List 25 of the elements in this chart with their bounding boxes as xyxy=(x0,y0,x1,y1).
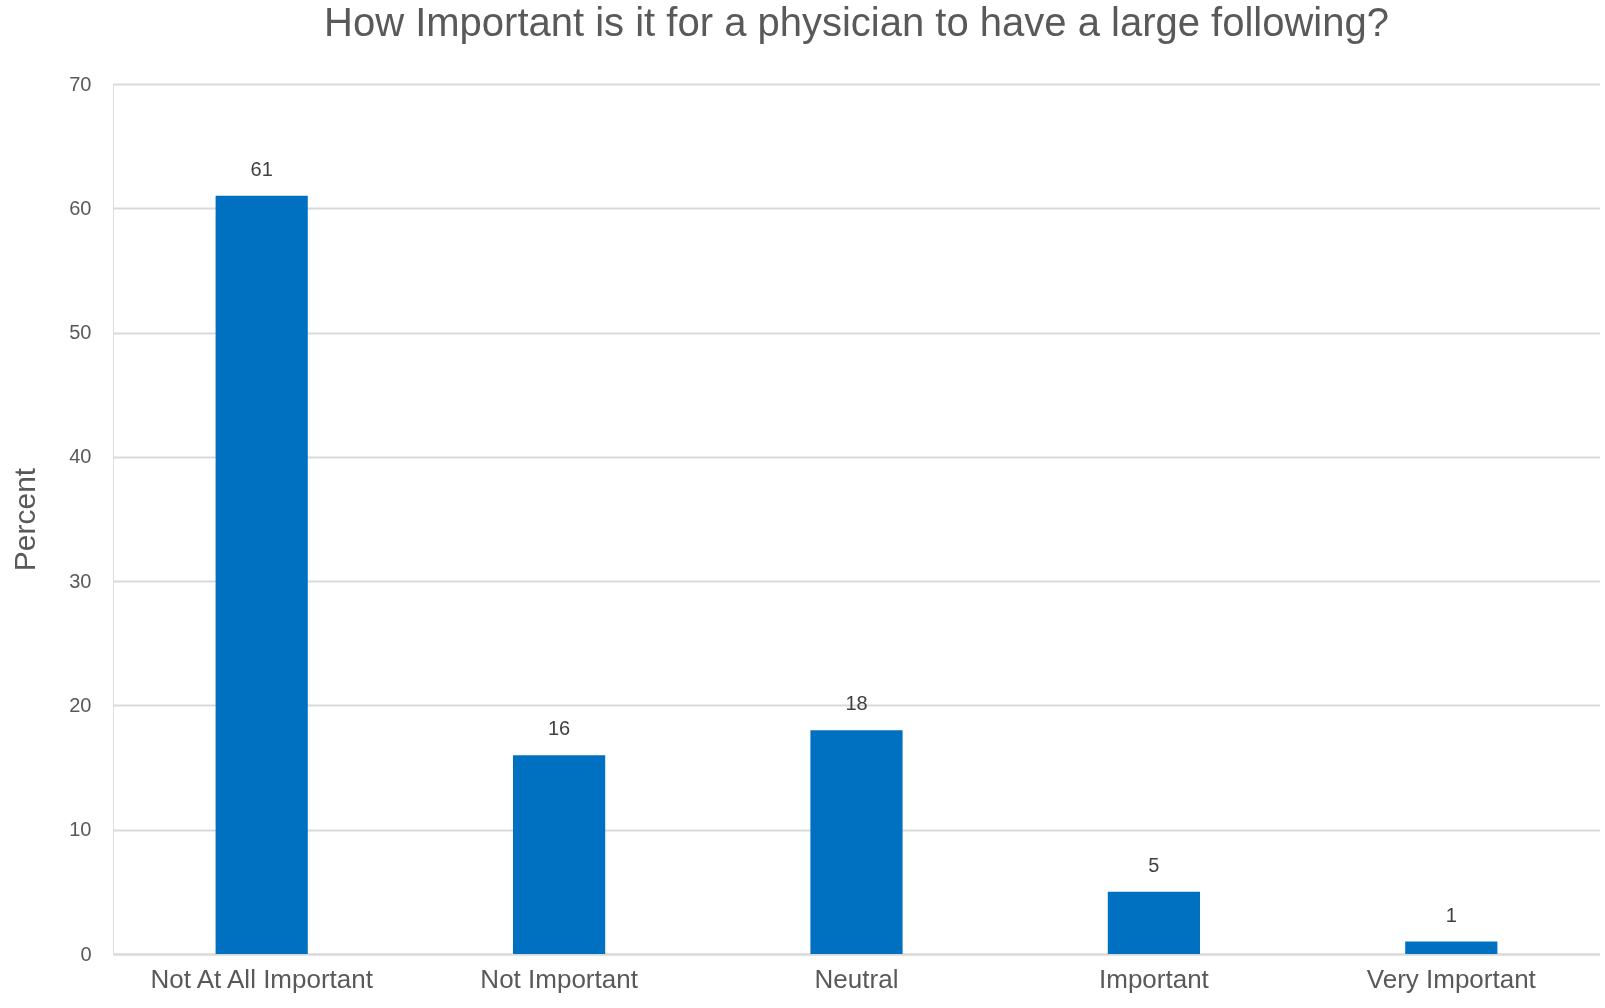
data-label: 1 xyxy=(1445,903,1457,926)
data-label: 16 xyxy=(547,717,571,740)
chart-title: How Important is it for a physician to have a large following? xyxy=(324,0,1389,44)
y-tick-label: 70 xyxy=(69,72,92,95)
bar xyxy=(215,195,308,954)
y-tick-label: 0 xyxy=(80,942,92,965)
data-label: 18 xyxy=(845,692,868,715)
bar xyxy=(1107,891,1200,954)
y-tick-label: 20 xyxy=(69,693,92,716)
y-axis-title: Percent xyxy=(8,467,42,572)
y-tick-label: 60 xyxy=(69,196,92,219)
y-tick-label: 40 xyxy=(69,445,92,468)
x-tick-label: Neutral xyxy=(814,963,899,994)
y-tick-label: 10 xyxy=(69,818,92,841)
bar xyxy=(513,755,606,954)
x-tick-label: Not Important xyxy=(480,963,639,994)
bar xyxy=(1405,941,1498,954)
data-label: 61 xyxy=(250,157,273,180)
bar xyxy=(810,730,903,954)
y-tick-label: 50 xyxy=(69,321,92,344)
y-tick-label: 30 xyxy=(69,569,92,592)
x-tick-label: Very Important xyxy=(1366,963,1537,994)
x-tick-label: Important xyxy=(1098,963,1210,994)
data-label: 5 xyxy=(1148,853,1160,876)
x-tick-label: Not At All Important xyxy=(150,963,374,994)
